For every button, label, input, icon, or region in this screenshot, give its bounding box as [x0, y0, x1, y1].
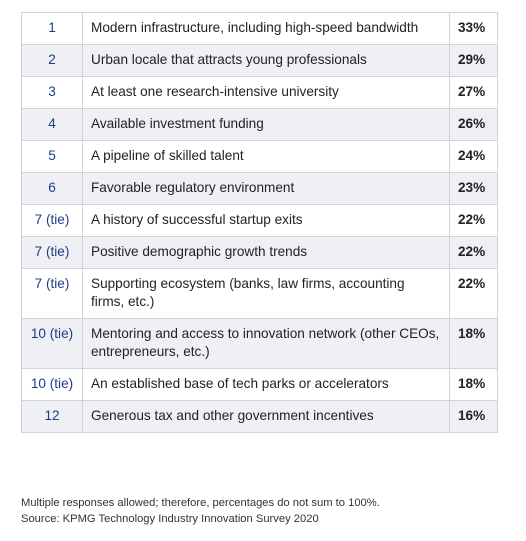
- percent-cell: 16%: [449, 400, 498, 433]
- table-row: 10 (tie) An established base of tech par…: [21, 368, 498, 401]
- factor-cell: An established base of tech parks or acc…: [82, 368, 450, 401]
- table-row: 10 (tie) Mentoring and access to innovat…: [21, 318, 498, 369]
- rank-cell: 6: [21, 172, 83, 205]
- factor-cell: Supporting ecosystem (banks, law firms, …: [82, 268, 450, 319]
- rank-cell: 4: [21, 108, 83, 141]
- table-row: 1 Modern infrastructure, including high-…: [21, 12, 498, 45]
- percent-cell: 22%: [449, 204, 498, 237]
- table-row: 7 (tie) A history of successful startup …: [21, 204, 498, 237]
- table-footnote: Multiple responses allowed; therefore, p…: [21, 496, 380, 527]
- factor-cell: Favorable regulatory environment: [82, 172, 450, 205]
- percent-cell: 23%: [449, 172, 498, 205]
- rank-cell: 7 (tie): [21, 236, 83, 269]
- rank-cell: 1: [21, 12, 83, 45]
- percent-cell: 33%: [449, 12, 498, 45]
- percent-cell: 18%: [449, 318, 498, 369]
- factor-cell: A pipeline of skilled talent: [82, 140, 450, 173]
- percent-cell: 27%: [449, 76, 498, 109]
- factor-cell: Modern infrastructure, including high-sp…: [82, 12, 450, 45]
- factor-cell: Mentoring and access to innovation netwo…: [82, 318, 450, 369]
- table-row: 12 Generous tax and other government inc…: [21, 400, 498, 433]
- percent-cell: 18%: [449, 368, 498, 401]
- factor-cell: Positive demographic growth trends: [82, 236, 450, 269]
- table-row: 6 Favorable regulatory environment 23%: [21, 172, 498, 205]
- footnote-source: Source: KPMG Technology Industry Innovat…: [21, 512, 319, 525]
- percent-cell: 26%: [449, 108, 498, 141]
- table-row: 2 Urban locale that attracts young profe…: [21, 44, 498, 77]
- rank-cell: 7 (tie): [21, 204, 83, 237]
- rank-cell: 10 (tie): [21, 368, 83, 401]
- ranking-table: 1 Modern infrastructure, including high-…: [21, 12, 498, 433]
- table-row: 3 At least one research-intensive univer…: [21, 76, 498, 109]
- percent-cell: 24%: [449, 140, 498, 173]
- percent-cell: 22%: [449, 236, 498, 269]
- table-row: 5 A pipeline of skilled talent 24%: [21, 140, 498, 173]
- rank-cell: 5: [21, 140, 83, 173]
- rank-cell: 12: [21, 400, 83, 433]
- factor-cell: A history of successful startup exits: [82, 204, 450, 237]
- table-row: 7 (tie) Positive demographic growth tren…: [21, 236, 498, 269]
- rank-cell: 10 (tie): [21, 318, 83, 369]
- table-row: 7 (tie) Supporting ecosystem (banks, law…: [21, 268, 498, 319]
- rank-cell: 7 (tie): [21, 268, 83, 319]
- footnote-note: Multiple responses allowed; therefore, p…: [21, 497, 380, 509]
- factor-cell: At least one research-intensive universi…: [82, 76, 450, 109]
- rank-cell: 2: [21, 44, 83, 77]
- factor-cell: Available investment funding: [82, 108, 450, 141]
- factor-cell: Urban locale that attracts young profess…: [82, 44, 450, 77]
- percent-cell: 22%: [449, 268, 498, 319]
- table-row: 4 Available investment funding 26%: [21, 108, 498, 141]
- percent-cell: 29%: [449, 44, 498, 77]
- ranking-table-body: 1 Modern infrastructure, including high-…: [21, 12, 498, 433]
- rank-cell: 3: [21, 76, 83, 109]
- factor-cell: Generous tax and other government incent…: [82, 400, 450, 433]
